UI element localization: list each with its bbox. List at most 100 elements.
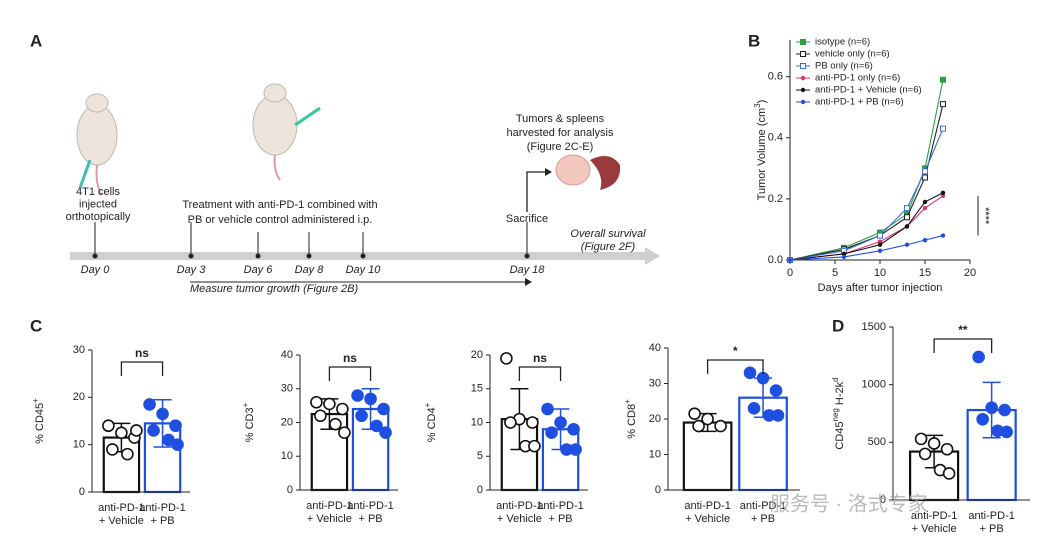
data-point [985,401,998,415]
legend-marker [800,75,806,81]
data-point [940,442,954,456]
y-tick-label: 0 [477,484,483,496]
x-tick-label: anti-PD-1 [98,502,144,514]
x-tick-label: anti-PD-1 [911,510,957,522]
data-point [692,419,705,433]
data-point [541,402,554,416]
x-tick-label: + PB [358,513,382,525]
y-axis-title: % CD4+ [423,402,438,442]
significance-bracket [933,338,993,353]
data-point [904,242,910,247]
y-axis-title-part: % CD8 [626,404,638,439]
x-tick-label: + Vehicle [912,523,957,535]
data-point [351,389,364,402]
x-tick-label: 20 [964,267,976,279]
series-line [789,235,944,261]
data-point [922,199,928,205]
day-dot [255,253,261,259]
survival-text: Overall survival [570,228,646,240]
x-tick-label: + Vehicle [307,513,352,525]
y-axis-title: % CD45+ [31,398,46,444]
data-point [743,366,757,380]
y-tick-label: 10 [471,416,483,428]
data-point [336,402,349,416]
data-point [914,432,928,446]
data-point [364,392,377,406]
panel-label: B [748,31,760,50]
harvest-text: harvested for analysis [507,127,614,139]
panel-label: A [30,31,42,50]
y-tick-label: 10 [649,448,661,460]
data-point [338,426,351,439]
y-tick-label: 0.2 [768,193,783,205]
data-point [841,254,847,260]
y-axis-title-part: neg [831,408,840,421]
data-point [130,424,143,437]
data-point [998,403,1011,417]
day-dot [92,253,98,259]
mouse-illustration [252,83,321,181]
y-tick-label: 30 [281,383,293,395]
y-tick-label: 30 [73,344,85,356]
day-label: Day 3 [177,264,207,276]
y-axis-title: % CD3+ [241,402,256,442]
injection-text: orthotopically [66,211,131,223]
y-axis-title-part: + [623,399,632,404]
data-point [769,384,783,397]
treatment-text: Treatment with anti-PD-1 combined with [182,199,377,211]
data-point [940,101,946,108]
data-point [904,224,910,229]
legend-marker [800,39,806,45]
y-tick-label: 20 [281,416,293,428]
data-point [370,419,383,433]
legend-label: anti-PD-1 + PB (n=6) [815,97,904,108]
legend-label: vehicle only (n=6) [815,49,890,60]
data-point [528,439,541,453]
measure-text: Measure tumor growth (Figure 2B) [190,283,358,295]
data-point [922,168,928,175]
arrow-head [525,278,532,286]
y-axis-title-part: d [831,377,840,381]
data-point [379,426,392,439]
y-axis-title: CD45neg H-2kd [831,377,846,449]
injection-text: injected [79,198,117,210]
injection-text: 4T1 cells [76,186,121,198]
y-axis-title-part: + [423,402,432,407]
y-tick-label: 15 [471,383,483,395]
y-tick-label: 10 [281,450,293,462]
data-point [171,438,184,451]
y-axis-title-part: Tumor Volume (cm [756,108,768,201]
x-tick-label: anti-PD-1 [740,500,786,512]
x-tick-label: anti-PD-1 [537,500,583,512]
significance-bracket [120,361,164,376]
legend-marker [800,51,806,57]
x-tick-label: + PB [548,513,572,525]
mouse-illustration [76,93,118,196]
day-label: Day 6 [244,264,274,276]
y-axis-title-part: H-2k [834,381,846,408]
tumor-illustration [555,154,591,186]
significance-bracket [706,359,764,374]
y-tick-label: 30 [649,377,661,389]
data-point [940,193,946,199]
data-point [377,402,390,416]
series-line [789,192,944,261]
data-point [526,416,539,429]
data-point [756,371,770,385]
significance-label: * [733,344,738,358]
data-point [504,416,517,429]
y-axis-title-part: + [31,398,40,403]
y-tick-label: 1000 [862,379,886,391]
x-tick-label: 0 [787,267,793,279]
data-point [115,426,128,440]
arrow-head [545,168,552,176]
x-tick-label: 10 [874,267,886,279]
y-tick-label: 40 [281,349,293,361]
data-point [714,419,727,433]
data-point [927,437,941,450]
legend-label: anti-PD-1 + Vehicle (n=6) [815,85,922,96]
y-tick-label: 0 [655,484,661,496]
data-point [569,443,582,456]
x-tick-label: 5 [832,267,838,279]
data-point [940,76,946,83]
